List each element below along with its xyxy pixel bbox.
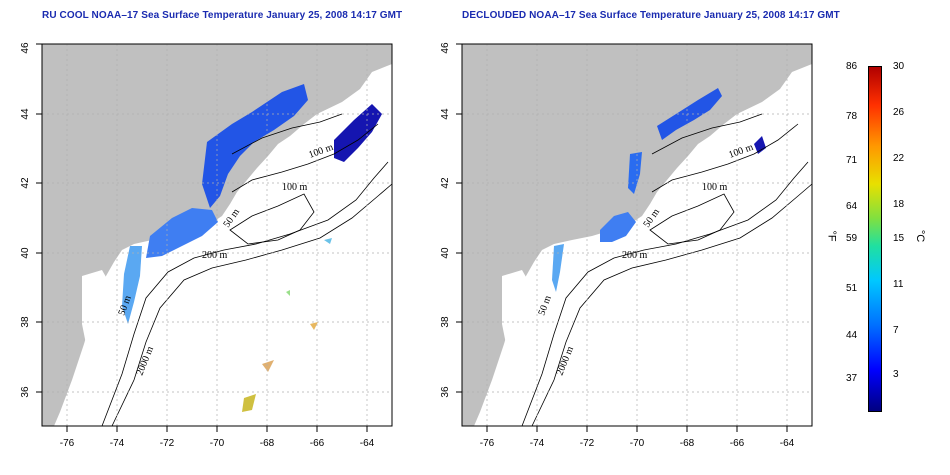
left-xtick-label-3: -72 xyxy=(160,438,175,449)
left-map-title: RU COOL NOAA–17 Sea Surface Temperature … xyxy=(42,10,403,21)
right-ytick-label-5: 44 xyxy=(440,108,451,120)
colorbar-c-tick-4: 18 xyxy=(893,199,905,210)
colorbar-f-tick-6: 51 xyxy=(846,283,858,294)
left-contour-100m xyxy=(231,123,379,193)
right-xtick-label-3: -72 xyxy=(580,438,595,449)
left-xtick-label-5: -68 xyxy=(260,438,275,449)
right-ytick-label-4: 42 xyxy=(440,177,451,189)
left-bay xyxy=(82,270,110,344)
left-xtick-label-1: -76 xyxy=(60,438,75,449)
left-contour-50m xyxy=(229,193,315,245)
right-sst-georges xyxy=(600,212,636,242)
left-xtick-label-6: -66 xyxy=(310,438,325,449)
colorbar-c-tick-1: 30 xyxy=(893,61,905,72)
left-sst-spot-3 xyxy=(262,360,274,372)
left-ytick-label-4: 42 xyxy=(20,177,31,189)
left-contour-inner xyxy=(231,113,343,155)
left-ytick-label-6: 46 xyxy=(20,42,31,54)
colorbar-f-tick-2: 78 xyxy=(846,111,858,122)
left-contour-label-4: 200 m xyxy=(202,250,228,261)
colorbar-celsius-unit: °C xyxy=(914,229,927,243)
right-bathymetry-contours xyxy=(521,113,813,427)
left-ytick-label-1: 36 xyxy=(20,386,31,398)
left-land-area xyxy=(42,44,392,426)
left-contour-2000m xyxy=(111,183,393,427)
colorbar-c-tick-7: 7 xyxy=(893,325,899,336)
colorbar-c-tick-2: 26 xyxy=(893,107,905,118)
right-ytick-label-1: 36 xyxy=(440,386,451,398)
left-sst-spot-2 xyxy=(286,290,290,296)
right-contour-label-4: 200 m xyxy=(622,250,648,261)
left-grid xyxy=(42,44,392,426)
right-contour-100m xyxy=(651,123,799,193)
left-sst-georges xyxy=(146,208,218,258)
right-xtick-label-7: -64 xyxy=(780,438,795,449)
colorbar-f-tick-3: 71 xyxy=(846,155,858,166)
left-sst-mid-atlantic xyxy=(122,246,142,324)
left-bathymetry-contours xyxy=(101,113,393,427)
temperature-colorbar xyxy=(868,66,882,412)
right-contour-50m xyxy=(649,193,735,245)
right-contour-2000m xyxy=(531,183,813,427)
left-sst-spot-5 xyxy=(310,322,318,330)
right-xtick-label-6: -66 xyxy=(730,438,745,449)
left-ytick-label-3: 40 xyxy=(20,247,31,259)
colorbar-c-tick-5: 15 xyxy=(893,233,905,244)
colorbar-f-tick-8: 37 xyxy=(846,373,858,384)
right-axis-ticks xyxy=(456,43,788,432)
right-map-svg: 100 m 100 m 50 m 200 m 50 m 2000 m -76 -… xyxy=(440,42,813,449)
right-xtick-label-5: -68 xyxy=(680,438,695,449)
right-bay xyxy=(502,270,530,344)
left-map-svg: 100 m 100 m 50 m 200 m 50 m 2000 m -76 -… xyxy=(20,42,393,449)
right-map-title: DECLOUDED NOAA–17 Sea Surface Temperatur… xyxy=(462,10,840,21)
right-xtick-label-2: -74 xyxy=(530,438,545,449)
left-ytick-label-2: 38 xyxy=(20,316,31,328)
right-grid xyxy=(462,44,812,426)
colorbar-f-tick-5: 59 xyxy=(846,233,858,244)
right-sst-gulf-of-maine xyxy=(657,88,722,140)
left-ytick-label-5: 44 xyxy=(20,108,31,120)
left-sst-spot-1 xyxy=(324,238,332,244)
left-sst-spot-4 xyxy=(242,394,256,412)
right-xtick-label-4: -70 xyxy=(630,438,645,449)
right-contour-label-5: 50 m xyxy=(536,294,553,317)
left-xtick-label-2: -74 xyxy=(110,438,125,449)
left-xtick-label-4: -70 xyxy=(210,438,225,449)
right-contour-inner xyxy=(651,113,763,155)
left-contour-label-1: 100 m xyxy=(307,142,335,161)
right-ytick-label-2: 38 xyxy=(440,316,451,328)
left-axis-ticks xyxy=(36,43,368,432)
right-contour-200m xyxy=(521,161,809,427)
left-contour-label-2: 100 m xyxy=(282,182,308,193)
left-contour-label-6: 2000 m xyxy=(135,345,157,377)
right-contour-label-2: 100 m xyxy=(702,182,728,193)
colorbar-c-tick-8: 3 xyxy=(893,369,899,380)
right-sst-mid-atlantic xyxy=(552,244,564,292)
left-map-panel: 100 m 100 m 50 m 200 m 50 m 2000 m -76 -… xyxy=(20,42,393,449)
colorbar-f-tick-7: 44 xyxy=(846,330,858,341)
right-ytick-label-3: 40 xyxy=(440,247,451,259)
right-contour-label-6: 2000 m xyxy=(555,345,577,377)
colorbar-f-tick-1: 86 xyxy=(846,61,858,72)
right-contour-label-1: 100 m xyxy=(727,142,755,161)
colorbar-fahrenheit-unit: °F xyxy=(825,230,838,242)
left-sst-gulf-of-maine xyxy=(202,84,308,208)
colorbar-c-tick-3: 22 xyxy=(893,153,905,164)
right-ytick-label-6: 46 xyxy=(440,42,451,54)
colorbar-c-tick-6: 11 xyxy=(893,279,904,290)
right-land-area xyxy=(462,44,812,426)
left-contour-200m xyxy=(101,161,389,427)
right-sst-maine-coast xyxy=(628,152,642,194)
right-map-panel: 100 m 100 m 50 m 200 m 50 m 2000 m -76 -… xyxy=(440,42,813,449)
left-sst-nova-scotia xyxy=(334,104,382,162)
right-xtick-label-1: -76 xyxy=(480,438,495,449)
colorbar-f-tick-4: 64 xyxy=(846,201,858,212)
right-sst-nova-scotia xyxy=(754,136,766,154)
left-xtick-label-7: -64 xyxy=(360,438,375,449)
